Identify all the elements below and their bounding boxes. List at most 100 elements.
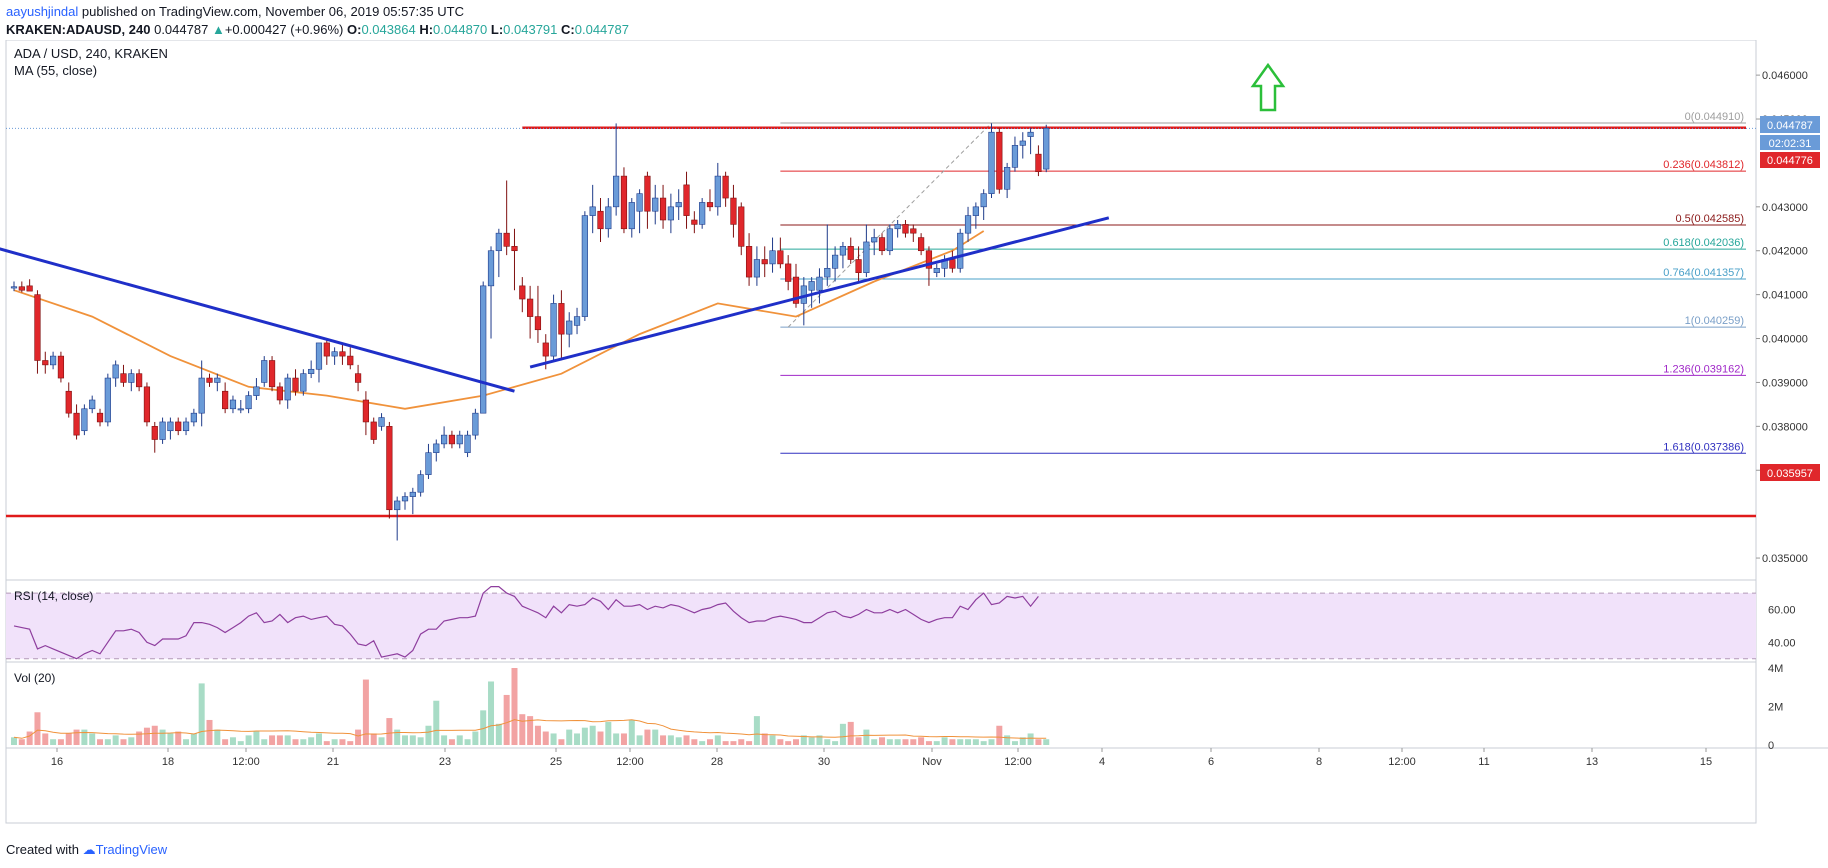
volume-bar [81, 729, 88, 745]
volume-bar [378, 737, 385, 745]
tradingview-brand-link[interactable]: TradingView [95, 842, 168, 857]
candle-body [581, 215, 588, 317]
candle-body [261, 360, 268, 383]
last-price-tag-text: 0.044787 [1767, 120, 1813, 132]
volume-bar [73, 729, 80, 745]
candle-body [89, 399, 96, 410]
candle-body [315, 342, 323, 370]
candle-body [331, 351, 338, 357]
volume-bar [581, 727, 588, 745]
chart-frame [5, 40, 1757, 824]
ohlc-bar: KRAKEN:ADAUSD, 240 0.044787 ▲+0.000427 (… [6, 22, 629, 37]
volume-bar [972, 739, 979, 745]
candle-body [738, 206, 745, 247]
volume-bar [65, 733, 72, 745]
candle-body [745, 246, 753, 278]
candle-body [472, 412, 479, 436]
volume-bar [464, 739, 471, 745]
volume-bar [323, 741, 330, 745]
volume-bar [965, 739, 972, 745]
volume-bar [644, 729, 651, 745]
candle-body [159, 421, 166, 440]
volume-bar [738, 739, 745, 745]
candle-body [370, 421, 377, 440]
candle-body [284, 377, 291, 401]
candle-body [440, 434, 448, 445]
volume-bar [97, 739, 104, 745]
candle-body [855, 259, 862, 273]
candle-body [808, 281, 815, 291]
published-text: published on TradingView.com, November 0… [81, 4, 464, 19]
candle-body [300, 373, 307, 392]
volume-bar [456, 735, 463, 745]
volume-bar [550, 733, 557, 745]
price-tick-label: 0.035000 [1762, 553, 1808, 565]
volume-bar [574, 733, 581, 745]
candle-body [81, 408, 88, 432]
candle-body [878, 237, 886, 252]
volume-bar [433, 700, 440, 745]
rsi-legend: RSI (14, close) [14, 589, 93, 603]
volume-bar [894, 739, 901, 745]
volume-bar [159, 729, 166, 745]
high-label: H: [419, 22, 434, 37]
volume-bar [214, 729, 221, 745]
candle-body [18, 286, 25, 291]
rsi-band [6, 593, 1756, 659]
volume-bar [534, 725, 541, 745]
up-arrow-icon [1250, 62, 1286, 112]
time-tick-label: 12:00 [1388, 756, 1416, 768]
volume-bar [941, 737, 948, 745]
time-tick-label: 4 [1099, 756, 1105, 768]
chart-area[interactable]: 0(0.044910) 0.236(0.043812) 0.5(0.042585) 0… [0, 40, 1828, 840]
candle-body [253, 386, 260, 396]
volume-bar [839, 723, 846, 745]
candle-body [824, 267, 831, 278]
author-link[interactable]: aayushjindal [6, 4, 79, 19]
volume-bar [18, 739, 25, 745]
candle-body [1027, 131, 1034, 137]
candle-body [691, 219, 698, 225]
candle-body [362, 399, 370, 423]
volume-bar [472, 731, 479, 745]
volume-bar [34, 712, 41, 745]
candle-body [308, 368, 315, 374]
time-tick-label: 30 [818, 756, 830, 768]
candle-body [57, 355, 65, 379]
volume-bar [112, 735, 119, 745]
candle-body [636, 193, 643, 212]
volume-bar [417, 737, 424, 745]
candle-body [589, 206, 596, 216]
volume-bar [104, 739, 111, 745]
price-tick-label: 0.046000 [1762, 70, 1808, 82]
volume-bar [847, 721, 854, 745]
volume-bar [315, 733, 322, 745]
volume-bar [42, 733, 49, 745]
fib-label-1-236: 1.236(0.039162) [1663, 363, 1744, 375]
candle-body [894, 224, 901, 230]
candle-body [49, 355, 57, 366]
rsi-tick-label: 40.00 [1768, 637, 1796, 649]
time-tick-label: 15 [1700, 756, 1712, 768]
fib-label-0-236: 0.236(0.043812) [1663, 159, 1744, 171]
vol-legend: Vol (20) [14, 671, 55, 685]
candle-body [222, 390, 229, 410]
volume-bar [628, 719, 635, 745]
candle-body [659, 197, 667, 221]
candle-body [667, 206, 674, 221]
footer: Created with ☁TradingView [6, 842, 167, 858]
volume-bar [566, 729, 573, 745]
volume-bar [753, 716, 760, 745]
candle-body [972, 206, 979, 216]
candle-body [167, 421, 174, 432]
candle-body [112, 364, 119, 379]
volume-bar [597, 731, 604, 745]
volume-bar [816, 735, 823, 745]
volume-bar [988, 739, 995, 745]
volume-bar [527, 716, 534, 745]
time-tick-label: 12:00 [232, 756, 260, 768]
candle-body [699, 202, 706, 225]
volume-bar [605, 721, 612, 745]
volume-bar [714, 735, 721, 745]
candle-body [753, 259, 760, 278]
